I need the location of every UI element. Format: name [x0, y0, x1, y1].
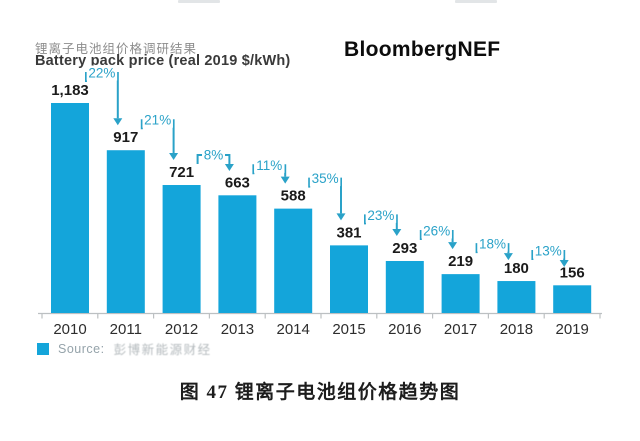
year-label-2012: 2012 [165, 321, 198, 338]
pct-bracket [196, 154, 231, 165]
pct-down-arrowhead [224, 164, 234, 172]
pct-bracket [419, 229, 454, 243]
pct-decline-label: 8% [204, 148, 224, 163]
pct-down-arrowhead [559, 260, 569, 268]
pct-decline-label: 21% [144, 113, 171, 128]
bar-2018 [497, 281, 536, 313]
pct-bracket [475, 243, 510, 254]
value-label-2011: 917 [113, 129, 138, 146]
pct-decline-label: 23% [367, 208, 394, 223]
bar-2014 [274, 208, 313, 313]
bar-2019 [553, 285, 592, 313]
pct-down-arrowhead [169, 153, 179, 161]
bar-2017 [441, 274, 480, 313]
chart-title-english: Battery pack price (real 2019 $/kWh) [35, 53, 291, 69]
year-label-2015: 2015 [332, 321, 365, 338]
value-label-2015: 381 [336, 224, 361, 241]
year-label-2019: 2019 [556, 321, 589, 338]
value-label-2010: 1,183 [51, 82, 89, 99]
year-label-2014: 2014 [277, 321, 310, 338]
pct-bracket [252, 164, 287, 177]
bloombergnef-logo: BloombergNEF [344, 38, 501, 61]
bar-2011 [106, 150, 145, 313]
year-label-2010: 2010 [53, 321, 86, 338]
pct-bracket [364, 214, 398, 229]
bar-2012 [162, 185, 201, 313]
pct-label-mask [142, 112, 173, 128]
source-label: Source: [58, 341, 105, 356]
pct-bracket [308, 177, 342, 214]
value-label-2017: 219 [448, 253, 473, 270]
pct-decline-label: 26% [423, 223, 450, 238]
pct-label-mask [202, 147, 225, 163]
pct-bracket [85, 72, 119, 119]
pct-down-arrowhead [336, 213, 346, 221]
pct-bracket [531, 250, 566, 261]
chart-title-chinese: 锂离子电池组价格调研结果 [35, 42, 198, 56]
top-edge-cropped-text-artifact [455, 0, 497, 3]
pct-decline-label: 18% [479, 237, 506, 252]
pct-label-mask [254, 157, 285, 173]
year-label-2011: 2011 [110, 321, 142, 338]
bar-2016 [385, 260, 424, 313]
pct-down-arrowhead [280, 176, 290, 184]
source-row: Source: 彭博新能源财经 [37, 339, 212, 358]
top-edge-cropped-text-artifact [178, 0, 220, 3]
pct-bracket [140, 119, 175, 154]
bar-2015 [330, 245, 368, 313]
bar-2010 [51, 103, 89, 313]
pct-down-arrowhead [448, 242, 458, 250]
year-label-2013: 2013 [221, 321, 254, 338]
pct-label-mask [421, 223, 452, 239]
value-label-2019: 156 [560, 264, 585, 281]
figure-caption: 图 47 锂离子电池组价格趋势图 [179, 382, 461, 403]
pct-decline-label: 11% [256, 158, 282, 173]
pct-label-mask [533, 243, 564, 259]
value-label-2016: 293 [392, 240, 417, 257]
year-label-2017: 2017 [444, 321, 477, 338]
pct-down-arrowhead [503, 253, 513, 261]
bar-2013 [218, 195, 257, 313]
pct-decline-label: 35% [312, 171, 339, 186]
value-label-2018: 180 [504, 260, 529, 277]
pct-decline-label: 13% [535, 244, 562, 259]
legend-swatch [37, 342, 49, 355]
year-label-2016: 2016 [388, 321, 421, 338]
pct-down-arrowhead [392, 228, 402, 236]
pct-down-arrowhead [113, 118, 123, 126]
year-label-2018: 2018 [500, 321, 533, 338]
value-label-2013: 663 [225, 174, 250, 191]
value-label-2012: 721 [169, 164, 194, 181]
pct-label-mask [309, 171, 341, 187]
value-label-2014: 588 [281, 188, 306, 205]
source-agency: 彭博新能源财经 [113, 343, 212, 357]
pct-label-mask [477, 236, 508, 252]
pct-label-mask [365, 207, 397, 223]
